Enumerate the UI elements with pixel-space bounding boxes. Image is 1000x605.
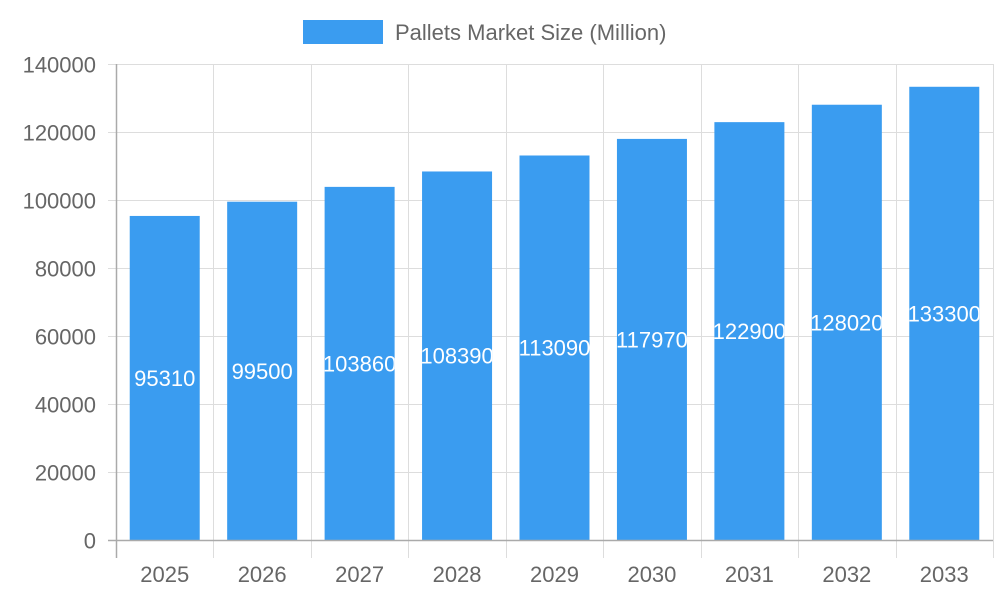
bar [422, 171, 493, 540]
y-tick-label: 0 [84, 529, 96, 554]
data-label: 133300 [908, 301, 981, 326]
bar [324, 186, 395, 540]
bar [714, 122, 785, 540]
data-label: 99500 [232, 359, 293, 384]
y-tick-label: 100000 [23, 189, 96, 214]
x-tick-label: 2026 [238, 562, 287, 587]
y-tick-label: 120000 [23, 121, 96, 146]
data-label: 95310 [134, 366, 195, 391]
x-tick-label: 2030 [627, 562, 676, 587]
axes: 0 20000 40000 60000 80000 100000 120000 140000 2… [23, 53, 993, 587]
data-label: 113090 [519, 336, 591, 361]
x-tick-label: 2032 [822, 562, 871, 587]
bar [129, 215, 200, 541]
bar [519, 155, 590, 540]
data-label: 122900 [713, 319, 786, 344]
x-tick-label: 2027 [335, 562, 384, 587]
bars: 95310 99500 103860 108390 113090 117970 122900… [129, 86, 981, 541]
data-label: 128020 [810, 310, 883, 335]
y-tick-label: 80000 [35, 257, 96, 282]
y-tick-label: 60000 [35, 325, 96, 350]
y-tick-label: 140000 [23, 53, 96, 78]
legend[interactable]: Pallets Market Size (Million) [303, 20, 666, 45]
bar [227, 201, 298, 540]
data-label: 117970 [616, 327, 688, 352]
y-tick-label: 40000 [35, 393, 96, 418]
legend-label: Pallets Market Size (Million) [395, 20, 666, 45]
x-tick-label: 2031 [725, 562, 774, 587]
x-tick-label: 2033 [920, 562, 969, 587]
data-label: 108390 [420, 344, 493, 369]
bar [616, 138, 687, 541]
legend-swatch [303, 20, 383, 44]
bar [909, 86, 980, 540]
y-tick-label: 20000 [35, 461, 96, 486]
x-tick-label: 2029 [530, 562, 579, 587]
x-tick-label: 2025 [140, 562, 189, 587]
data-label: 103860 [323, 351, 396, 376]
x-tick-label: 2028 [433, 562, 482, 587]
bar [811, 104, 882, 541]
